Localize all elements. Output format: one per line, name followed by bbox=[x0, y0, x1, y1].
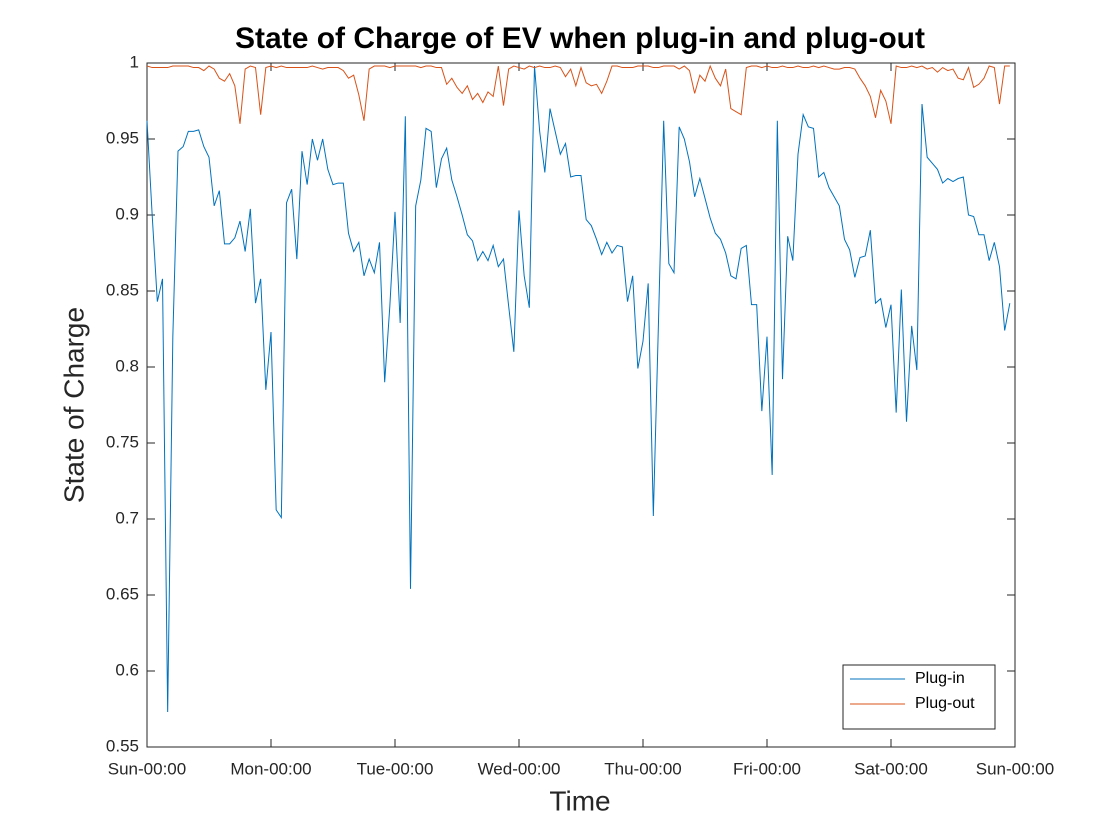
x-tick-label: Fri-00:00 bbox=[733, 759, 801, 778]
y-tick-label: 0.6 bbox=[115, 660, 139, 679]
y-tick-label: 1 bbox=[130, 52, 139, 71]
y-axis-label: State of Charge bbox=[58, 307, 89, 503]
data-line bbox=[146, 66, 1011, 713]
legend-box bbox=[842, 664, 996, 730]
x-tick-label: Sun-00:00 bbox=[976, 759, 1054, 778]
x-tick-label: Sun-00:00 bbox=[108, 759, 186, 778]
x-tick-label: Wed-00:00 bbox=[478, 759, 561, 778]
chart-title: State of Charge of EV when plug-in and p… bbox=[235, 22, 925, 55]
legend-label: Plug-in bbox=[915, 670, 965, 687]
x-tick-label: Tue-00:00 bbox=[357, 759, 434, 778]
x-tick-label: Mon-00:00 bbox=[230, 759, 311, 778]
data-line bbox=[146, 64, 1010, 124]
y-tick-label: 0.8 bbox=[115, 356, 139, 375]
y-tick-label: 0.55 bbox=[106, 736, 139, 755]
y-tick-label: 0.65 bbox=[106, 584, 139, 603]
legend-label: Plug-out bbox=[915, 695, 975, 712]
x-tick-label: Thu-00:00 bbox=[604, 759, 682, 778]
x-tick-label: Sat-00:00 bbox=[854, 759, 928, 778]
axes-box bbox=[146, 62, 1016, 748]
y-tick-label: 0.85 bbox=[106, 280, 139, 299]
y-tick-label: 0.9 bbox=[115, 204, 139, 223]
y-tick-label: 0.7 bbox=[115, 508, 139, 527]
y-tick-label: 0.95 bbox=[106, 128, 139, 147]
y-tick-label: 0.75 bbox=[106, 432, 139, 451]
x-axis-label: Time bbox=[549, 785, 610, 816]
